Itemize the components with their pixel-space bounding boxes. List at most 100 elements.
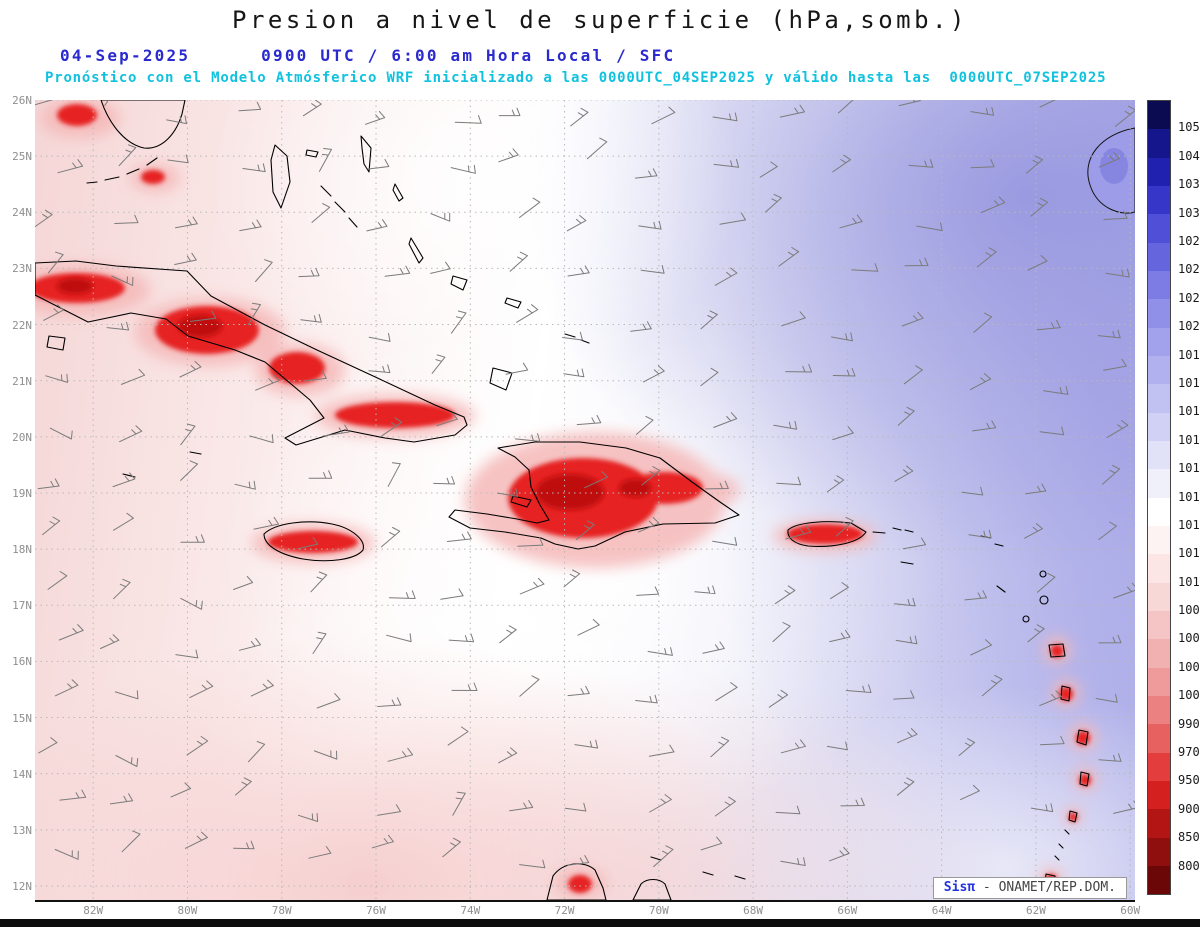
colorbar-tick-label: 1013 [1178, 517, 1200, 532]
lon-tick-label: 82W [83, 904, 104, 917]
colorbar-tick-label: 1028 [1178, 233, 1200, 248]
lat-tick-label: 13N [12, 823, 32, 837]
coast-bahamas [270, 135, 590, 391]
colorbar-segment [1148, 525, 1170, 555]
lat-tick-label: 17N [12, 599, 32, 613]
colorbar-segment [1148, 327, 1170, 356]
colorbar-scale [1147, 100, 1171, 895]
lat-tick-label: 23N [12, 262, 32, 276]
lat-axis: 26N 25N 24N 23N 22N 21N 20N 19N 18N 17N 16N 15N 14N 1… [2, 94, 32, 900]
colorbar-segment [1148, 440, 1170, 470]
datetime-line: 04-Sep-2025 0900 UTC / 6:00 am Hora Loca… [60, 46, 676, 65]
colorbar-segment [1148, 837, 1170, 866]
colorbar-segment [1148, 695, 1170, 725]
watermark-brand: Sisπ [943, 880, 976, 895]
coast-florida [86, 100, 186, 184]
colorbar-tick-label: 1014 [1178, 489, 1200, 504]
coast-hispaniola [448, 441, 740, 550]
colorbar-tick-label: 1010 [1178, 574, 1200, 589]
lat-tick-label: 12N [12, 879, 32, 893]
lon-tick-label: 74W [460, 904, 481, 917]
colorbar-segment [1148, 157, 1170, 186]
colorbar-segment [1148, 582, 1170, 611]
lon-tick-label: 62W [1025, 904, 1046, 917]
lat-tick-label: 16N [12, 655, 32, 669]
colorbar-tick-label: 1017 [1178, 404, 1200, 419]
colorbar-segment [1148, 299, 1170, 328]
lat-tick-label: 18N [12, 543, 32, 557]
colorbar-tick-label: 1019 [1178, 347, 1200, 362]
colorbar-segment [1148, 639, 1170, 668]
coast-puertorico [787, 521, 867, 547]
lon-tick-label: 80W [177, 904, 198, 917]
colorbar-segment [1148, 129, 1170, 158]
pressure-map-canvas [35, 100, 1135, 900]
colorbar-tick-label: 1020 [1178, 319, 1200, 334]
lon-tick-label: 72W [554, 904, 575, 917]
high-pressure-contour [1087, 127, 1135, 214]
colorbar-segment [1148, 101, 1170, 130]
colorbar-tick-label: 990 [1178, 716, 1200, 731]
colorbar-segment [1148, 214, 1170, 243]
colorbar-segment [1148, 355, 1170, 385]
lat-tick-label: 19N [12, 486, 32, 500]
lat-tick-label: 21N [12, 374, 32, 388]
colorbar-segment [1148, 270, 1170, 300]
colorbar-tick-label: 1025 [1178, 262, 1200, 277]
chart-title: Presion a nivel de superficie (hPa,somb.… [232, 6, 968, 34]
grid-lines [35, 100, 1135, 900]
colorbar-tick-label: 900 [1178, 801, 1200, 816]
colorbar-tick-label: 1006 [1178, 631, 1200, 646]
colorbar-tick-label: 1050 [1178, 120, 1200, 135]
coast-cuba [35, 260, 468, 446]
forecast-line: Pronóstico con el Modelo Atmósferico WRF… [45, 70, 1107, 86]
colorbar-segment [1148, 724, 1170, 753]
colorbar-segment [1148, 469, 1170, 498]
colorbar-tick-label: 1018 [1178, 375, 1200, 390]
colorbar-tick-label: 970 [1178, 745, 1200, 760]
lat-tick-label: 14N [12, 767, 32, 781]
colorbar-tick-label: 1030 [1178, 205, 1200, 220]
bottom-bar [0, 919, 1200, 927]
colorbar-segment [1148, 667, 1170, 696]
colorbar-segment [1148, 412, 1170, 441]
colorbar-tick-label: 1008 [1178, 603, 1200, 618]
colorbar-segment [1148, 384, 1170, 413]
lon-tick-label: 68W [743, 904, 764, 917]
colorbar-segment [1148, 554, 1170, 583]
lat-tick-label: 24N [12, 206, 32, 220]
colorbar-segment [1148, 865, 1170, 895]
colorbar-tick-label: 1035 [1178, 177, 1200, 192]
colorbar: 1050 1040 1035 1030 1028 1025 1022 1020 1019 1018… [1147, 100, 1200, 895]
colorbar-segment [1148, 185, 1170, 215]
wind-barbs [35, 100, 1135, 869]
lon-tick-label: 76W [366, 904, 386, 917]
coast-jamaica [263, 521, 364, 562]
colorbar-tick-label: 950 [1178, 773, 1200, 788]
colorbar-segment [1148, 780, 1170, 810]
watermark: Sisπ - ONAMET/REP.DOM. [932, 877, 1127, 899]
colorbar-tick-label: 1022 [1178, 290, 1200, 305]
colorbar-tick-label: 1016 [1178, 432, 1200, 447]
lon-tick-label: 64W [931, 904, 952, 917]
lat-tick-label: 15N [12, 711, 32, 725]
colorbar-labels: 1050 1040 1035 1030 1028 1025 1022 1020 1019 1018… [1178, 100, 1200, 895]
colorbar-segment [1148, 497, 1170, 526]
pressure-lows-inner [57, 278, 651, 510]
lat-tick-label: 25N [12, 150, 32, 164]
wind-barb-glyphs [35, 100, 1135, 869]
lat-tick-label: 22N [12, 318, 32, 332]
lat-tick-label: 26N [12, 94, 32, 107]
lon-tick-label: 66W [837, 904, 858, 917]
colorbar-segment [1148, 752, 1170, 781]
coast-lesser-antilles [980, 535, 1090, 887]
colorbar-tick-label: 1002 [1178, 659, 1200, 674]
colorbar-tick-label: 1040 [1178, 148, 1200, 163]
colorbar-segment [1148, 610, 1170, 640]
lon-tick-label: 70W [648, 904, 669, 917]
colorbar-segment [1148, 809, 1170, 838]
lon-tick-label: 60W [1120, 904, 1141, 917]
lon-tick-label: 78W [271, 904, 292, 917]
colorbar-tick-label: 1000 [1178, 688, 1200, 703]
